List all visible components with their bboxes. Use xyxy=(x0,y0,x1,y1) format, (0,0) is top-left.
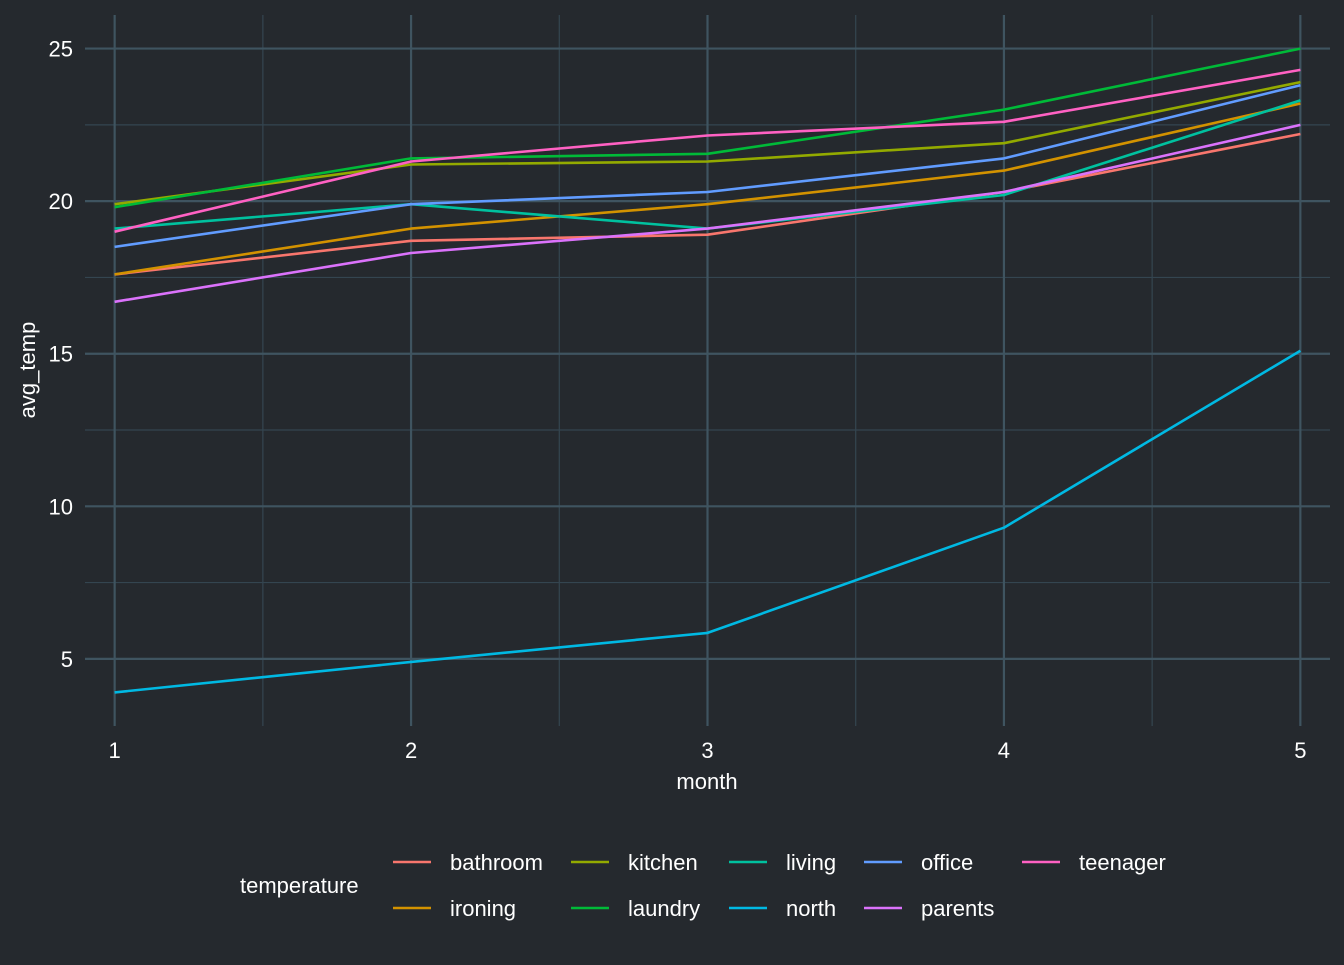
series-line-office xyxy=(114,83,1301,249)
legend-label: kitchen xyxy=(628,850,698,875)
x-tick-label: 5 xyxy=(1294,738,1306,763)
legend-item-kitchen: kitchen xyxy=(571,850,698,875)
series-lines xyxy=(114,47,1302,694)
x-tick-label: 4 xyxy=(998,738,1010,763)
series-line-kitchen xyxy=(114,80,1301,206)
y-tick-label: 10 xyxy=(49,494,73,519)
legend-item-laundry: laundry xyxy=(571,896,700,921)
x-tick-labels: 1 2 3 4 5 xyxy=(109,738,1307,763)
legend-item-ironing: ironing xyxy=(393,896,516,921)
legend-label: ironing xyxy=(450,896,516,921)
legend-label: north xyxy=(786,896,836,921)
y-axis-label: avg_temp xyxy=(15,322,40,419)
legend-item-parents: parents xyxy=(864,896,994,921)
series-line-laundry xyxy=(114,47,1301,209)
legend-label: office xyxy=(921,850,973,875)
legend-label: laundry xyxy=(628,896,700,921)
legend-item-living: living xyxy=(729,850,836,875)
y-tick-label: 25 xyxy=(49,37,73,62)
legend-item-teenager: teenager xyxy=(1022,850,1166,875)
legend-label: bathroom xyxy=(450,850,543,875)
x-axis-label: month xyxy=(676,769,737,794)
y-tick-label: 20 xyxy=(49,189,73,214)
legend: temperature bathroom ironing kitchen laundr… xyxy=(240,850,1166,921)
legend-label: living xyxy=(786,850,836,875)
legend-item-office: office xyxy=(864,850,973,875)
y-tick-label: 5 xyxy=(61,647,73,672)
legend-item-bathroom: bathroom xyxy=(393,850,543,875)
x-tick-label: 3 xyxy=(701,738,713,763)
legend-items: bathroom ironing kitchen laundry living north… xyxy=(393,850,1166,921)
x-tick-label: 2 xyxy=(405,738,417,763)
series-line-north xyxy=(114,349,1302,694)
x-tick-label: 1 xyxy=(109,738,121,763)
legend-label: teenager xyxy=(1079,850,1166,875)
series-line-bathroom xyxy=(114,132,1301,276)
grid-lines xyxy=(85,15,1330,726)
legend-label: parents xyxy=(921,896,994,921)
series-line-ironing xyxy=(114,102,1301,276)
series-line-teenager xyxy=(114,68,1301,233)
y-tick-labels: 5 10 15 20 25 xyxy=(49,37,73,672)
legend-item-north: north xyxy=(729,896,836,921)
y-tick-label: 15 xyxy=(49,342,73,367)
series-line-parents xyxy=(114,123,1301,304)
legend-title: temperature xyxy=(240,873,359,898)
